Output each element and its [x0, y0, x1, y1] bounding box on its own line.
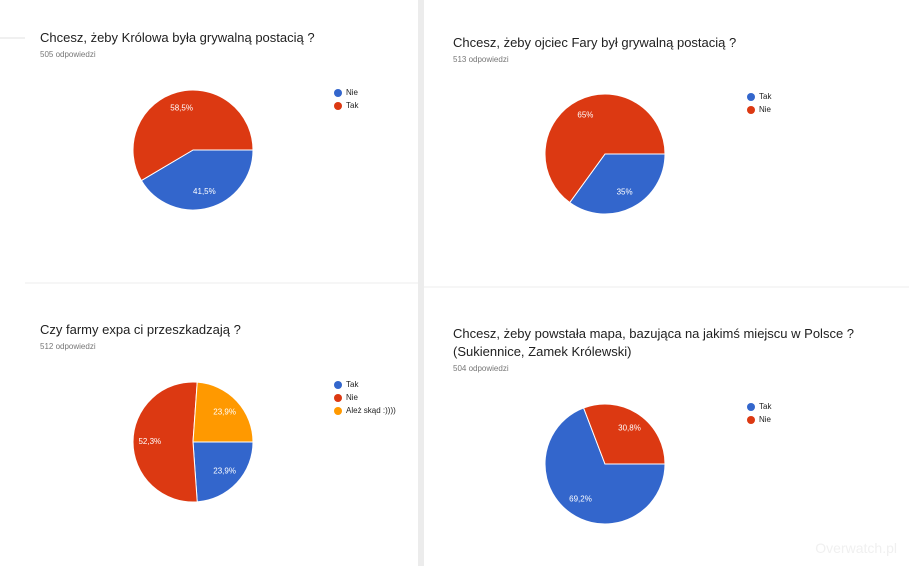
pie-slice: [544, 407, 666, 525]
legend-label: Nie: [759, 105, 772, 114]
slice-label: 65%: [577, 111, 593, 120]
pie-slice: [132, 381, 198, 503]
pie-slice: [544, 93, 666, 204]
slice-label: 52,3%: [138, 437, 161, 446]
slice-label: 69,2%: [569, 495, 592, 504]
pie-slice: [140, 149, 254, 211]
legend-marker: [747, 403, 755, 411]
legend-label: Tak: [759, 402, 772, 411]
legend-marker: [334, 89, 342, 97]
slice-label: 58,5%: [170, 103, 193, 112]
legend-marker: [334, 102, 342, 110]
slice-label: 30,8%: [618, 424, 641, 433]
chart-title: Chcesz, żeby Królowa była grywalną posta…: [40, 30, 315, 45]
chart-title: Chcesz, żeby powstała mapa, bazująca na …: [453, 326, 855, 359]
legend-marker: [334, 381, 342, 389]
slice-label: 23,9%: [213, 467, 236, 476]
divider: [418, 0, 424, 566]
legend-marker: [747, 416, 755, 424]
legend-marker: [334, 407, 342, 415]
chart-subtitle: 512 odpowiedzi: [40, 342, 96, 351]
legend-marker: [334, 394, 342, 402]
pie-slice: [132, 89, 254, 182]
chart-subtitle: 513 odpowiedzi: [453, 55, 509, 64]
pie-slice: [192, 381, 254, 443]
watermark: Overwatch.pl: [815, 540, 897, 556]
legend-marker: [747, 93, 755, 101]
legend-label: Nie: [346, 88, 359, 97]
legend-label: Nie: [759, 415, 772, 424]
chart-title: Chcesz, żeby ojciec Fary był grywalną po…: [453, 35, 737, 50]
pie-slice: [582, 403, 666, 465]
chart-subtitle: 505 odpowiedzi: [40, 50, 96, 59]
legend-label: Tak: [759, 92, 772, 101]
pie-slice: [569, 153, 666, 215]
chart-title: Czy farmy expa ci przeszkadzają ?: [40, 322, 241, 337]
legend-label: Ależ skąd :)))): [346, 406, 396, 415]
legend-label: Tak: [346, 380, 359, 389]
pie-slice: [192, 441, 254, 503]
legend-label: Nie: [346, 393, 359, 402]
slice-label: 41,5%: [193, 187, 216, 196]
legend-marker: [747, 106, 755, 114]
legend-label: Tak: [346, 101, 359, 110]
slice-label: 23,9%: [213, 408, 236, 417]
chart-subtitle: 504 odpowiedzi: [453, 364, 509, 373]
slice-label: 35%: [617, 188, 633, 197]
